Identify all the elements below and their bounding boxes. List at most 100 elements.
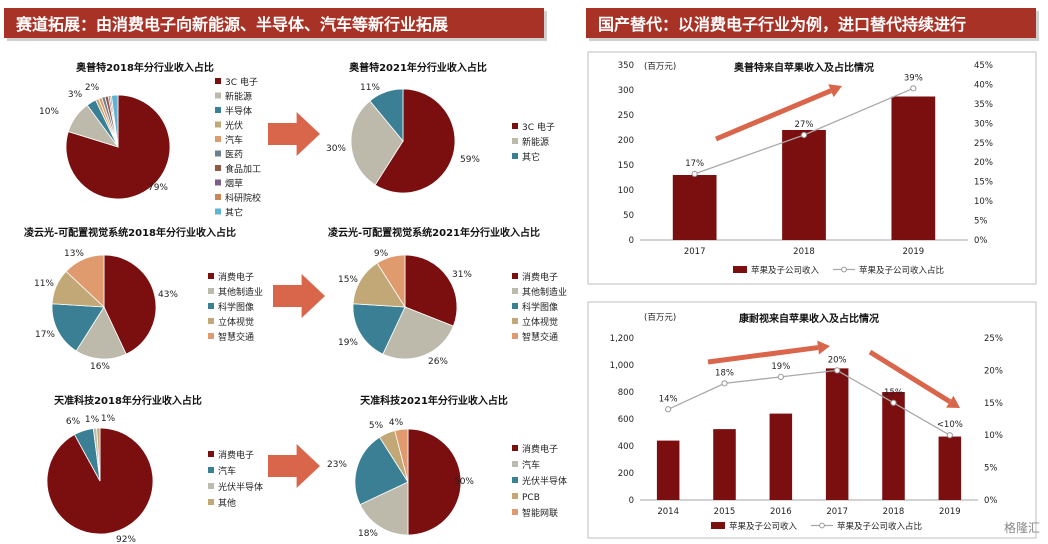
trend-arrow-icon-head: [817, 340, 830, 355]
bar: [891, 96, 936, 240]
legend-swatch: [512, 461, 518, 467]
pie-slice: [376, 254, 406, 309]
y2-tick-label: 0%: [974, 236, 988, 246]
y2-tick-label: 10%: [984, 431, 1003, 441]
legend-item: 立体视觉: [522, 316, 558, 328]
legend-swatch: [512, 333, 518, 339]
legend-swatch: [215, 208, 221, 215]
pie-slice: [354, 436, 409, 506]
combo-chart-7: 康耐视来自苹果收入及占比情况 (百万元) 0 200 400 600 800 1,000 1,2…: [610, 312, 1003, 532]
legend-swatch: [215, 121, 221, 128]
pie-slice: [407, 428, 462, 536]
y2-tick-label: 15%: [974, 178, 993, 188]
y2-tick-label: 10%: [974, 197, 993, 207]
pie-data-label: 1%: [85, 415, 100, 425]
legend-item: 光伏: [225, 120, 243, 132]
pie-data-label: 59%: [460, 155, 480, 165]
bar: [672, 175, 717, 240]
legend-swatch: [512, 318, 518, 324]
x-tick-label: 2018: [883, 507, 905, 517]
pie-title: 奥普特2021年分行业收入占比: [349, 61, 487, 74]
legend-item: 立体视觉: [218, 316, 254, 328]
legend-item: 其他: [218, 497, 236, 509]
legend-item: 科研院校: [225, 192, 261, 204]
pie-slice: [382, 306, 454, 360]
legend-item: 汽车: [218, 465, 236, 477]
legend-item: 科学图像: [218, 301, 254, 313]
ratio-data-label: 39%: [904, 73, 923, 83]
legend-swatch: [208, 333, 214, 339]
pie-title: 凌云光-可配置视觉系统2021年分行业收入占比: [328, 226, 540, 239]
pie-slice: [352, 262, 406, 308]
legend-swatch: [215, 107, 221, 113]
pie-data-label: 2%: [85, 83, 100, 93]
pie-data-label: 13%: [64, 249, 84, 259]
legend-swatch: [512, 303, 518, 309]
pie-slice: [51, 303, 105, 352]
y2-tick-label: 5%: [984, 464, 998, 474]
y-tick-label: 800: [618, 388, 634, 398]
legend-item: 半导体: [225, 105, 252, 117]
x-tick-label: 2017: [684, 247, 706, 257]
legend-swatch: [215, 136, 221, 142]
legend-swatch: [215, 194, 221, 200]
pie-slice: [369, 88, 404, 143]
bar: [938, 436, 962, 500]
chart-panel-border: [587, 51, 1037, 285]
bar: [882, 392, 905, 500]
legend-item: 消费电子: [218, 449, 254, 461]
pie-data-label: 30%: [326, 144, 346, 154]
legend-item: 食品加工: [225, 163, 261, 175]
legend-item: 3C 电子: [225, 76, 258, 88]
y2-tick-label: 0%: [984, 496, 998, 506]
legend-swatch: [215, 150, 221, 157]
y2-tick-label: 5%: [974, 217, 988, 227]
legend-item: 光伏半导体: [218, 481, 263, 493]
pie-data-label: 6%: [66, 417, 81, 427]
y-tick-label: 250: [618, 111, 634, 121]
pie-slice: [110, 94, 119, 148]
pie-data-label: 19%: [338, 338, 358, 348]
legend-swatch: [215, 78, 221, 84]
y2-tick-label: 45%: [974, 61, 993, 71]
y-tick-label: 200: [618, 469, 634, 479]
pie-data-label: 11%: [360, 83, 380, 93]
y-tick-label: 200: [618, 136, 634, 146]
legend-item: 苹果及子公司收入占比: [837, 521, 922, 532]
legend-item: 智慧交通: [522, 331, 558, 343]
legend-item: 科学图像: [522, 301, 558, 313]
ratio-point: [691, 170, 698, 177]
pie-data-label: 79%: [148, 183, 168, 193]
legend-swatch: [512, 288, 518, 294]
legend-item: 苹果及子公司收入: [751, 265, 820, 276]
y-tick-label: 1,000: [610, 361, 634, 371]
pie-slice: [75, 306, 127, 360]
x-tick-label: 2019: [939, 507, 961, 517]
legend-item: 光伏半导体: [522, 475, 567, 487]
y-tick-label: 350: [618, 61, 634, 71]
ratio-point: [800, 131, 808, 139]
y2-tick-label: 15%: [984, 399, 1003, 409]
combo-chart-6: 奥普特来自苹果收入及占比情况 (百万元) 0 50 100 150 200 250 300 350…: [618, 61, 993, 276]
legend-item: 汽车: [225, 134, 243, 146]
bar: [769, 413, 793, 500]
ratio-point: [834, 367, 841, 374]
legend-swatch: [208, 288, 214, 294]
pie-data-label: 50%: [454, 477, 474, 487]
legend-swatch: [208, 467, 214, 473]
pie-data-label: 5%: [369, 421, 384, 431]
ratio-point: [665, 406, 672, 413]
pie-data-label: 23%: [327, 460, 347, 470]
ratio-data-label: 15%: [884, 388, 903, 398]
ratio-point: [721, 380, 728, 387]
trend-arrow-icon: [868, 349, 952, 404]
y-tick-label: 0: [629, 236, 634, 246]
legend-item: 消费电子: [522, 443, 558, 455]
bar: [782, 130, 826, 240]
x-tick-label: 2018: [793, 247, 815, 257]
pie-title: 天准科技2018年分行业收入占比: [54, 394, 202, 407]
legend-swatch: [208, 273, 214, 279]
legend-item: 消费电子: [218, 271, 254, 283]
pie-data-label: 1%: [101, 414, 116, 424]
